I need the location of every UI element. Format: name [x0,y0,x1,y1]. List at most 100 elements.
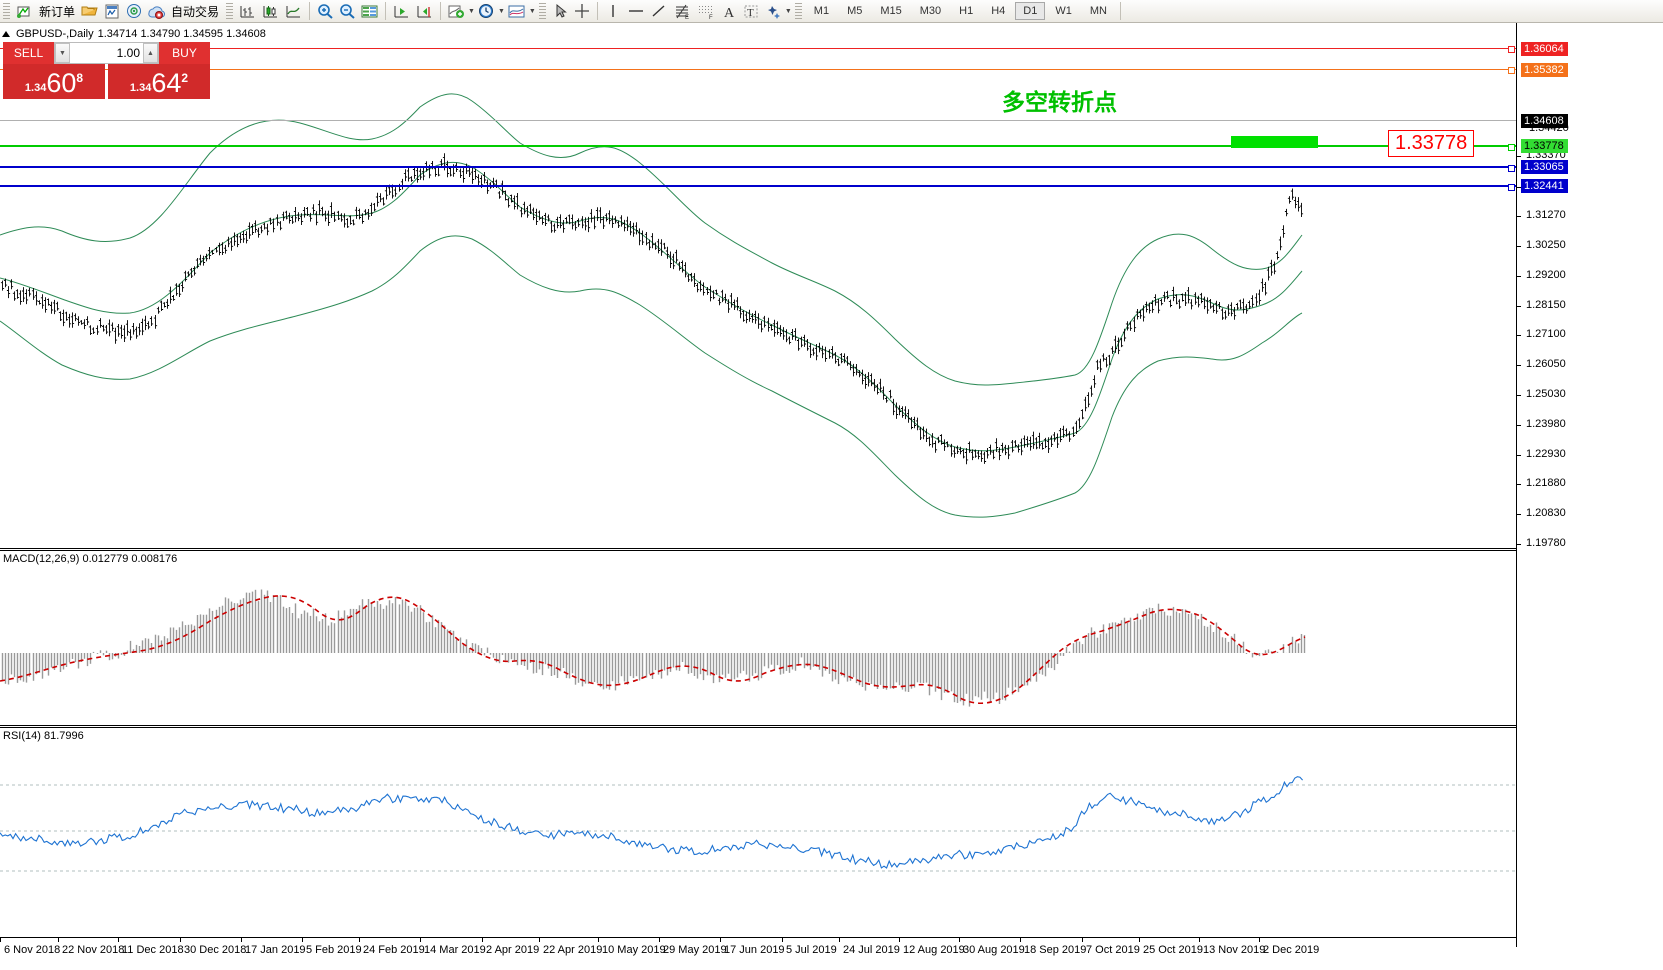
line-chart-icon[interactable] [282,1,305,22]
fibonacci-icon[interactable]: E [670,1,694,22]
label-icon[interactable]: T [740,1,762,22]
hline-1-34608-current[interactable] [0,120,1516,121]
bollinger-upper-band [0,93,1303,386]
vertical-line-icon[interactable] [602,1,624,22]
new-order-label[interactable]: 新订单 [39,4,76,19]
buy-price-fraction: 2 [181,71,189,85]
timeframe-m15[interactable]: M15 [880,5,902,17]
horizontal-line-icon[interactable] [624,1,648,22]
price-axis-label: 1.27100 [1526,328,1566,340]
main-toolbar: 新订单 自动交易 [0,0,1663,23]
price-axis-label: 1.26050 [1526,358,1566,370]
navigator-icon[interactable] [123,1,145,22]
hline-1-35382[interactable] [0,67,1516,74]
green-highlight-marker[interactable] [1231,136,1318,148]
price-axis-chip[interactable]: 1.36064 [1521,42,1568,56]
templates-dropdown-caret[interactable]: ▼ [528,7,536,15]
timeframe-w1[interactable]: W1 [1055,5,1072,17]
folder-icon[interactable] [79,1,101,22]
volume-decrease-button[interactable]: ▼ [55,43,70,63]
hline-handle[interactable] [1508,144,1515,151]
hline-1-36064[interactable] [0,46,1516,53]
hline-handle[interactable] [1508,184,1515,191]
volume-increase-button[interactable]: ▲ [143,43,158,63]
collapse-icon[interactable] [2,31,10,37]
time-axis[interactable]: 6 Nov 2018 22 Nov 2018 11 Dec 2018 30 Dec 2… [0,937,1516,970]
time-axis-label: 2 Apr 2019 [486,944,540,956]
sell-button[interactable]: SELL [3,42,54,64]
chart-annotation-text[interactable]: 多空转折点 [1002,90,1117,116]
market-watch-icon[interactable] [101,1,123,22]
toolbar-grip[interactable] [3,2,10,20]
autotrading-label[interactable]: 自动交易 [171,4,220,19]
shapes-dropdown-caret[interactable]: ▼ [784,7,792,15]
hline-1-33065[interactable] [0,165,1516,172]
timeframe-m5[interactable]: M5 [847,5,863,17]
toolbar-grip-4[interactable] [794,2,802,20]
hline-handle[interactable] [1508,67,1515,74]
price-chart-canvas[interactable] [0,23,1516,543]
price-axis-tick [1517,455,1521,456]
text-icon[interactable]: A [718,1,740,22]
shift-end-icon[interactable] [390,1,413,22]
data-window-icon[interactable] [358,1,381,22]
timeframe-m30[interactable]: M30 [919,5,942,17]
time-axis-label: 17 Jan 2019 [245,944,306,956]
sell-price-display[interactable]: 1.34 60 8 [3,64,105,99]
price-axis-chip[interactable]: 1.34608 [1521,114,1568,128]
price-axis-tick [1517,187,1521,188]
timeframe-mn[interactable]: MN [1089,5,1107,17]
rsi-canvas[interactable] [0,743,1516,913]
hline-1-33778[interactable] [0,144,1516,151]
price-axis-chip[interactable]: 1.33778 [1521,139,1568,153]
zoom-in-icon[interactable] [314,1,336,22]
buy-price-display[interactable]: 1.34 64 2 [108,64,210,99]
price-axis-chip[interactable]: 1.33065 [1521,160,1568,174]
buy-button[interactable]: BUY [159,42,210,64]
shapes-icon[interactable] [762,1,784,22]
period-icon[interactable] [475,1,497,22]
templates-icon[interactable] [505,1,528,22]
one-click-trading-panel[interactable]: SELL ▼ 1.00 ▲ BUY 1.34 60 8 1.34 64 2 [3,42,210,99]
crosshair-icon[interactable] [571,1,593,22]
timeframe-h1[interactable]: H1 [959,5,974,17]
time-axis-tick [1139,938,1140,942]
new-order-icon[interactable] [13,1,35,22]
hline-handle[interactable] [1508,46,1515,53]
macd-canvas[interactable] [0,551,1516,726]
volume-field[interactable]: ▼ 1.00 ▲ [54,42,159,64]
timeframe-d1[interactable]: D1 [1015,2,1046,20]
price-callout-box[interactable]: 1.33778 [1388,130,1475,157]
chart-area[interactable]: GBPUSD-,Daily 1.34714 1.34790 1.34595 1.… [0,23,1663,970]
macd-title: MACD(12,26,9) 0.012779 0.008176 [3,553,178,565]
price-axis-chip[interactable]: 1.35382 [1521,63,1568,77]
price-axis-chip[interactable]: 1.32441 [1521,179,1568,193]
trendline-icon[interactable] [648,1,670,22]
time-axis-label: 6 Nov 2018 [4,944,61,956]
chart-ohlc: 1.34714 1.34790 1.34595 1.34608 [97,28,266,40]
terminal-icon[interactable] [145,1,167,22]
period-dropdown-caret[interactable]: ▼ [497,7,505,15]
time-axis-label: 30 Aug 2019 [963,944,1025,956]
time-axis-tick [0,938,1,942]
indicators-icon[interactable] [445,1,467,22]
toolbar-grip-3[interactable] [538,2,546,20]
channel-icon[interactable]: F [694,1,718,22]
timeframe-h4[interactable]: H4 [991,5,1006,17]
price-axis[interactable]: 1.333701.323201.312701.302501.292001.281… [1516,23,1663,947]
timeframe-m1[interactable]: M1 [813,5,830,17]
bar-chart-icon[interactable] [236,1,259,22]
time-axis-tick [180,938,181,942]
volume-value[interactable]: 1.00 [116,46,140,60]
time-axis-tick [598,938,599,942]
zoom-out-icon[interactable] [336,1,358,22]
indicators-dropdown-caret[interactable]: ▼ [468,7,475,15]
hline-1-32441[interactable] [0,184,1516,191]
price-axis-chip[interactable]: 1.34420 [1529,122,1569,134]
hline-handle[interactable] [1508,165,1515,172]
candlestick-icon[interactable] [259,1,282,22]
toolbar-grip-2[interactable] [226,2,234,20]
cursor-icon[interactable] [549,1,571,22]
time-axis-tick [118,938,119,942]
auto-scroll-icon[interactable] [413,1,436,22]
